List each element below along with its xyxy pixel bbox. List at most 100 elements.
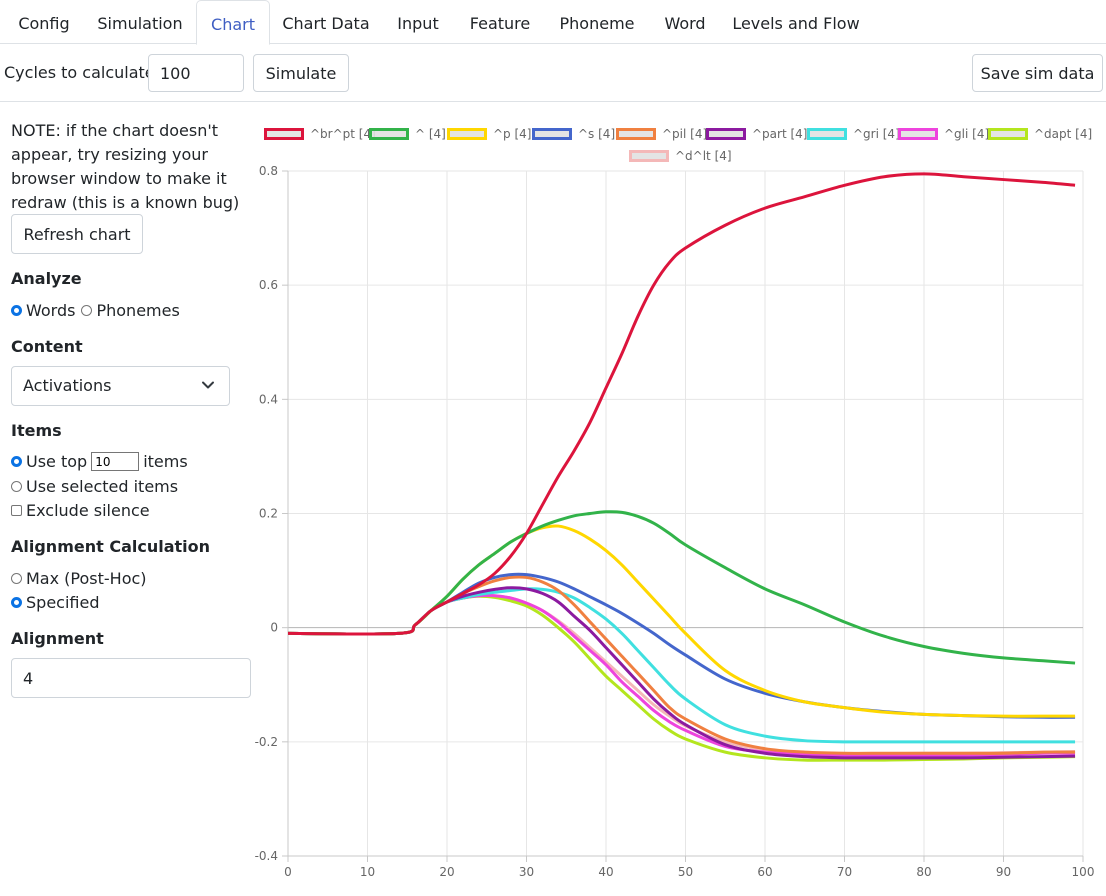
use-top-radio[interactable] — [11, 456, 22, 467]
analyze-words-radio[interactable] — [11, 305, 22, 316]
legend-item[interactable]: ^d^lt [4] — [629, 149, 732, 163]
exclude-silence-label: Exclude silence — [26, 501, 150, 520]
legend-item[interactable]: ^p [4] — [447, 127, 531, 141]
legend-item[interactable]: ^gli [4] — [898, 127, 989, 141]
simulation-toolbar: Cycles to calculate: Simulate Save sim d… — [0, 44, 1106, 102]
y-tick-label: 0.8 — [259, 164, 278, 178]
series-line — [287, 586, 1076, 760]
chart-options-panel: NOTE: if the chart doesn't appear, try r… — [0, 102, 260, 896]
alignment-heading: Alignment — [11, 629, 104, 648]
legend-swatch — [616, 128, 656, 140]
x-tick-label: 0 — [284, 865, 292, 879]
series-line — [287, 172, 1076, 636]
use-selected-option: Use selected items — [11, 477, 178, 496]
specified-option: Specified — [11, 593, 99, 612]
tab-config[interactable]: Config — [18, 14, 70, 33]
x-tick-label: 70 — [837, 865, 852, 879]
analyze-words-label: Words — [26, 301, 76, 320]
legend-swatch — [447, 128, 487, 140]
x-tick-label: 50 — [678, 865, 693, 879]
series-line — [287, 594, 1076, 762]
series-line — [287, 575, 1076, 755]
tab-levels-and-flow[interactable]: Levels and Flow — [732, 14, 860, 33]
legend-label: ^p [4] — [493, 127, 532, 141]
use-selected-radio[interactable] — [11, 481, 22, 492]
items-suffix-label: items — [143, 452, 188, 471]
y-tick-label: 0 — [270, 621, 278, 635]
y-tick-label: 0.2 — [259, 507, 278, 521]
tab-phoneme[interactable]: Phoneme — [559, 14, 635, 33]
legend-swatch — [532, 128, 572, 140]
cycles-label: Cycles to calculate: — [4, 63, 161, 82]
analyze-phonemes-label: Phonemes — [96, 301, 180, 320]
x-tick-label: 30 — [519, 865, 534, 879]
y-tick-label: -0.2 — [255, 735, 278, 749]
legend-label: ^dapt [4] — [1034, 127, 1093, 141]
y-tick-label: 0.4 — [259, 392, 278, 406]
tab-chart[interactable]: Chart — [196, 0, 270, 45]
chevron-down-icon — [202, 381, 214, 389]
refresh-chart-button[interactable]: Refresh chart — [11, 214, 143, 254]
alignment-calc-heading: Alignment Calculation — [11, 537, 211, 556]
content-select[interactable]: Activations — [11, 366, 230, 406]
legend-swatch — [807, 128, 847, 140]
y-tick-label: 0.6 — [259, 278, 278, 292]
redraw-note: NOTE: if the chart doesn't appear, try r… — [11, 121, 240, 212]
save-sim-data-button[interactable]: Save sim data — [972, 54, 1103, 92]
analyze-phonemes-radio[interactable] — [81, 305, 93, 316]
items-heading: Items — [11, 421, 62, 440]
simulate-button[interactable]: Simulate — [253, 54, 349, 92]
legend-item[interactable]: ^dapt [4] — [988, 127, 1092, 141]
legend-swatch — [264, 128, 304, 140]
x-tick-label: 10 — [360, 865, 375, 879]
legend-swatch — [898, 128, 938, 140]
legend-item[interactable]: ^br^pt [4] — [264, 127, 376, 141]
y-tick-label: -0.4 — [255, 849, 278, 863]
activation-chart: ^br^pt [4] ^ [4] ^p [4] ^s [4] ^pil [4] ^part… — [250, 110, 1106, 896]
legend-label: ^br^pt [4] — [310, 127, 376, 141]
x-tick-label: 20 — [439, 865, 454, 879]
use-top-option: Use top items — [11, 452, 188, 471]
x-tick-label: 100 — [1072, 865, 1095, 879]
cycles-input[interactable] — [148, 54, 244, 92]
tab-chart-data[interactable]: Chart Data — [282, 14, 370, 33]
analyze-options: Words Phonemes — [11, 301, 180, 320]
x-tick-label: 40 — [598, 865, 613, 879]
top-count-input[interactable] — [91, 452, 140, 471]
tab-simulation[interactable]: Simulation — [97, 14, 183, 33]
specified-label: Specified — [26, 593, 100, 612]
use-selected-label: Use selected items — [26, 477, 179, 496]
legend-item[interactable]: ^pil [4] — [616, 127, 707, 141]
tab-input[interactable]: Input — [397, 14, 439, 33]
content-select-value: Activations — [23, 376, 112, 395]
series-line — [287, 587, 1076, 744]
alignment-input[interactable] — [11, 658, 251, 698]
legend-item[interactable]: ^ [4] — [369, 127, 446, 141]
tab-bar: Config Simulation Chart Chart Data Input… — [0, 0, 1106, 45]
legend-label: ^d^lt [4] — [675, 149, 732, 163]
legend-item[interactable]: ^s [4] — [532, 127, 615, 141]
legend-item[interactable]: ^part [4] — [706, 127, 807, 141]
legend-label: ^gli [4] — [944, 127, 990, 141]
legend-label: ^pil [4] — [662, 127, 708, 141]
legend-label: ^ [4] — [415, 127, 446, 141]
exclude-silence-checkbox[interactable] — [11, 505, 22, 516]
legend-swatch — [988, 128, 1028, 140]
max-posthoc-label: Max (Post-Hoc) — [26, 569, 147, 588]
exclude-silence-option: Exclude silence — [11, 501, 150, 520]
chart-plot: 0 10 20 30 40 50 60 70 80 90 100 0.8 0.6 0.4 0.2 0 -0.2 -… — [255, 164, 1095, 879]
specified-radio[interactable] — [11, 597, 22, 608]
x-tick-label: 60 — [757, 865, 772, 879]
legend-item[interactable]: ^gri [4] — [807, 127, 900, 141]
legend-label: ^part [4] — [752, 127, 808, 141]
use-top-label: Use top — [26, 452, 88, 471]
max-posthoc-radio[interactable] — [11, 573, 22, 584]
tab-word[interactable]: Word — [664, 14, 706, 33]
tab-feature[interactable]: Feature — [469, 14, 531, 33]
legend-label: ^s [4] — [578, 127, 616, 141]
legend-swatch — [706, 128, 746, 140]
series-line — [287, 510, 1076, 665]
content-heading: Content — [11, 337, 83, 356]
x-tick-label: 80 — [916, 865, 931, 879]
analyze-heading: Analyze — [11, 269, 82, 288]
